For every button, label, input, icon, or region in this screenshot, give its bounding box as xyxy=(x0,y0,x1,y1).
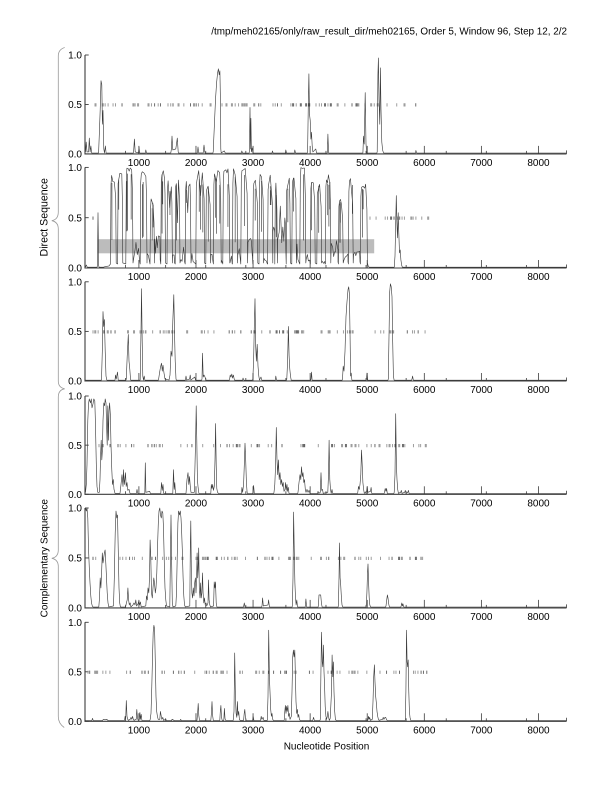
svg-text:2000: 2000 xyxy=(185,158,208,169)
svg-text:1000: 1000 xyxy=(128,272,151,283)
svg-text:0.5: 0.5 xyxy=(68,441,82,452)
svg-text:6000: 6000 xyxy=(413,385,436,396)
svg-text:4000: 4000 xyxy=(299,726,322,737)
svg-text:Direct Sequence: Direct Sequence xyxy=(38,178,50,256)
svg-text:1.0: 1.0 xyxy=(68,392,82,403)
svg-text:7000: 7000 xyxy=(470,272,493,283)
svg-text:3000: 3000 xyxy=(242,385,265,396)
svg-text:0.0: 0.0 xyxy=(68,150,82,161)
svg-text:0.5: 0.5 xyxy=(68,327,82,338)
svg-text:7000: 7000 xyxy=(470,499,493,510)
svg-text:6000: 6000 xyxy=(413,499,436,510)
svg-text:2000: 2000 xyxy=(185,612,208,623)
svg-text:0.5: 0.5 xyxy=(68,554,82,565)
svg-text:1.0: 1.0 xyxy=(68,277,82,288)
svg-text:6000: 6000 xyxy=(413,272,436,283)
svg-text:5000: 5000 xyxy=(356,385,379,396)
svg-text:0.5: 0.5 xyxy=(68,100,82,111)
svg-text:Nucleotide Position: Nucleotide Position xyxy=(284,742,370,753)
svg-text:5000: 5000 xyxy=(356,726,379,737)
svg-text:7000: 7000 xyxy=(470,726,493,737)
svg-text:5000: 5000 xyxy=(356,499,379,510)
svg-text:2000: 2000 xyxy=(185,385,208,396)
svg-text:6000: 6000 xyxy=(413,158,436,169)
svg-text:1000: 1000 xyxy=(128,385,151,396)
svg-text:8000: 8000 xyxy=(527,612,550,623)
svg-text:6000: 6000 xyxy=(413,612,436,623)
svg-text:2000: 2000 xyxy=(185,272,208,283)
svg-text:8000: 8000 xyxy=(527,499,550,510)
svg-text:0.0: 0.0 xyxy=(68,717,82,728)
svg-text:1.0: 1.0 xyxy=(68,618,82,629)
svg-text:7000: 7000 xyxy=(470,385,493,396)
svg-text:3000: 3000 xyxy=(242,612,265,623)
svg-text:8000: 8000 xyxy=(527,726,550,737)
svg-text:4000: 4000 xyxy=(299,272,322,283)
svg-text:4000: 4000 xyxy=(299,158,322,169)
svg-text:4000: 4000 xyxy=(299,385,322,396)
svg-text:1.0: 1.0 xyxy=(68,163,82,174)
svg-text:1000: 1000 xyxy=(128,499,151,510)
svg-text:2000: 2000 xyxy=(185,499,208,510)
svg-text:1000: 1000 xyxy=(128,158,151,169)
svg-text:8000: 8000 xyxy=(527,385,550,396)
svg-text:0.0: 0.0 xyxy=(68,604,82,615)
svg-text:0.0: 0.0 xyxy=(68,377,82,388)
svg-text:1000: 1000 xyxy=(128,726,151,737)
svg-text:Complementary Sequence: Complementary Sequence xyxy=(39,499,50,618)
svg-text:8000: 8000 xyxy=(527,158,550,169)
svg-text:4000: 4000 xyxy=(299,499,322,510)
svg-text:0.0: 0.0 xyxy=(68,490,82,501)
svg-text:3000: 3000 xyxy=(242,272,265,283)
svg-text:1000: 1000 xyxy=(128,612,151,623)
svg-text:0.5: 0.5 xyxy=(68,667,82,678)
svg-text:3000: 3000 xyxy=(242,499,265,510)
svg-text:5000: 5000 xyxy=(356,158,379,169)
svg-text:3000: 3000 xyxy=(242,158,265,169)
svg-text:7000: 7000 xyxy=(470,158,493,169)
svg-text:1.0: 1.0 xyxy=(68,504,82,515)
svg-text:0.0: 0.0 xyxy=(68,264,82,275)
svg-text:2000: 2000 xyxy=(185,726,208,737)
svg-text:8000: 8000 xyxy=(527,272,550,283)
svg-text:4000: 4000 xyxy=(299,612,322,623)
svg-text:6000: 6000 xyxy=(413,726,436,737)
svg-text:5000: 5000 xyxy=(356,612,379,623)
svg-text:0.5: 0.5 xyxy=(68,213,82,224)
svg-text:7000: 7000 xyxy=(470,612,493,623)
svg-text:/tmp/meh02165/only/raw_result_: /tmp/meh02165/only/raw_result_dir/meh021… xyxy=(211,26,567,37)
svg-text:1.0: 1.0 xyxy=(68,51,82,62)
svg-text:5000: 5000 xyxy=(356,272,379,283)
svg-text:3000: 3000 xyxy=(242,726,265,737)
